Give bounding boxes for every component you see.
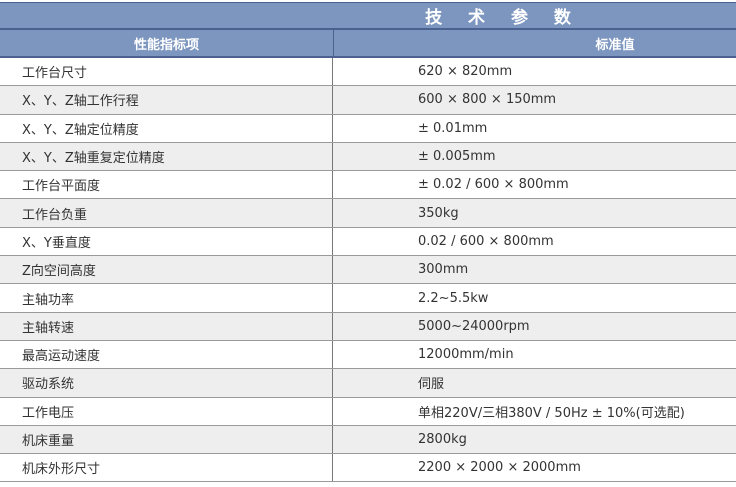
table-row: 机床外形尺寸 2200 × 2000 × 2000mm xyxy=(0,454,736,483)
row-item: 主轴功率 xyxy=(0,284,333,312)
row-value: 0.02 / 600 × 800mm xyxy=(418,233,554,249)
row-value: 600 × 800 × 150mm xyxy=(418,92,557,108)
table-row: 主轴转速 5000~24000rpm xyxy=(0,312,736,341)
row-item: 工作台平面度 xyxy=(0,171,333,199)
row-value: 伺服 xyxy=(418,377,445,393)
row-value: ± 0.005mm xyxy=(418,149,496,165)
row-item: X、Y、Z轴定位精度 xyxy=(0,114,333,142)
row-value: 12000mm/min xyxy=(418,347,514,363)
table-header: 性能指标项 标准值 xyxy=(0,30,736,58)
table-row: X、Y、Z轴重复定位精度 ± 0.005mm xyxy=(0,142,736,172)
row-item: 工作台负重 xyxy=(0,199,333,227)
table-row: 驱动系统 伺服 xyxy=(0,369,736,398)
row-item: 工作台尺寸 xyxy=(0,58,333,86)
row-value: 620 × 820mm xyxy=(418,64,513,80)
table-row: 最高运动速度 12000mm/min xyxy=(0,340,736,370)
table-row: X、Y、Z轴定位精度 ± 0.01mm xyxy=(0,114,736,143)
table-row: X、Y垂直度 0.02 / 600 × 800mm xyxy=(0,227,736,257)
table-row: Z向空间高度 300mm xyxy=(0,256,736,285)
row-item: Z向空间高度 xyxy=(0,256,333,284)
table-row: 机床重量 2800kg xyxy=(0,425,736,455)
row-item: X、Y垂直度 xyxy=(0,227,333,256)
row-item: X、Y、Z轴工作行程 xyxy=(0,86,333,114)
table-row: X、Y、Z轴工作行程 600 × 800 × 150mm xyxy=(0,86,736,115)
row-value: ± 0.01mm xyxy=(418,120,488,136)
table-row: 主轴功率 2.2~5.5kw xyxy=(0,284,736,313)
header-value: 标准值 xyxy=(595,37,635,53)
table-row: 工作台尺寸 620 × 820mm xyxy=(0,58,736,87)
row-value: ± 0.02 / 600 × 800mm xyxy=(418,177,569,193)
row-item: 机床外形尺寸 xyxy=(0,454,333,482)
table-row: 工作台负重 350kg xyxy=(0,199,736,228)
header-item: 性能指标项 xyxy=(0,30,334,56)
row-value: 单相220V/三相380V / 50Hz ± 10%(可选配) xyxy=(418,405,685,421)
row-value: 2200 × 2000 × 2000mm xyxy=(418,460,581,476)
row-item: 主轴转速 xyxy=(0,312,333,340)
row-item: 最高运动速度 xyxy=(0,340,333,369)
table-row: 工作电压 单相220V/三相380V / 50Hz ± 10%(可选配) xyxy=(0,397,736,426)
row-item: 工作电压 xyxy=(0,397,333,425)
row-item: 机床重量 xyxy=(0,425,333,454)
row-value: 2.2~5.5kw xyxy=(418,290,489,306)
table-row: 工作台平面度 ± 0.02 / 600 × 800mm xyxy=(0,171,736,200)
table-title: 技 术 参 数 xyxy=(0,2,736,30)
row-item: X、Y、Z轴重复定位精度 xyxy=(0,142,333,171)
row-value: 350kg xyxy=(418,205,459,221)
row-item: 驱动系统 xyxy=(0,369,333,397)
row-value: 5000~24000rpm xyxy=(418,318,530,334)
row-value: 2800kg xyxy=(418,432,467,447)
row-value: 300mm xyxy=(418,262,469,278)
table-body: 工作台尺寸 620 × 820mm X、Y、Z轴工作行程 600 × 800 × 15… xyxy=(0,58,736,483)
